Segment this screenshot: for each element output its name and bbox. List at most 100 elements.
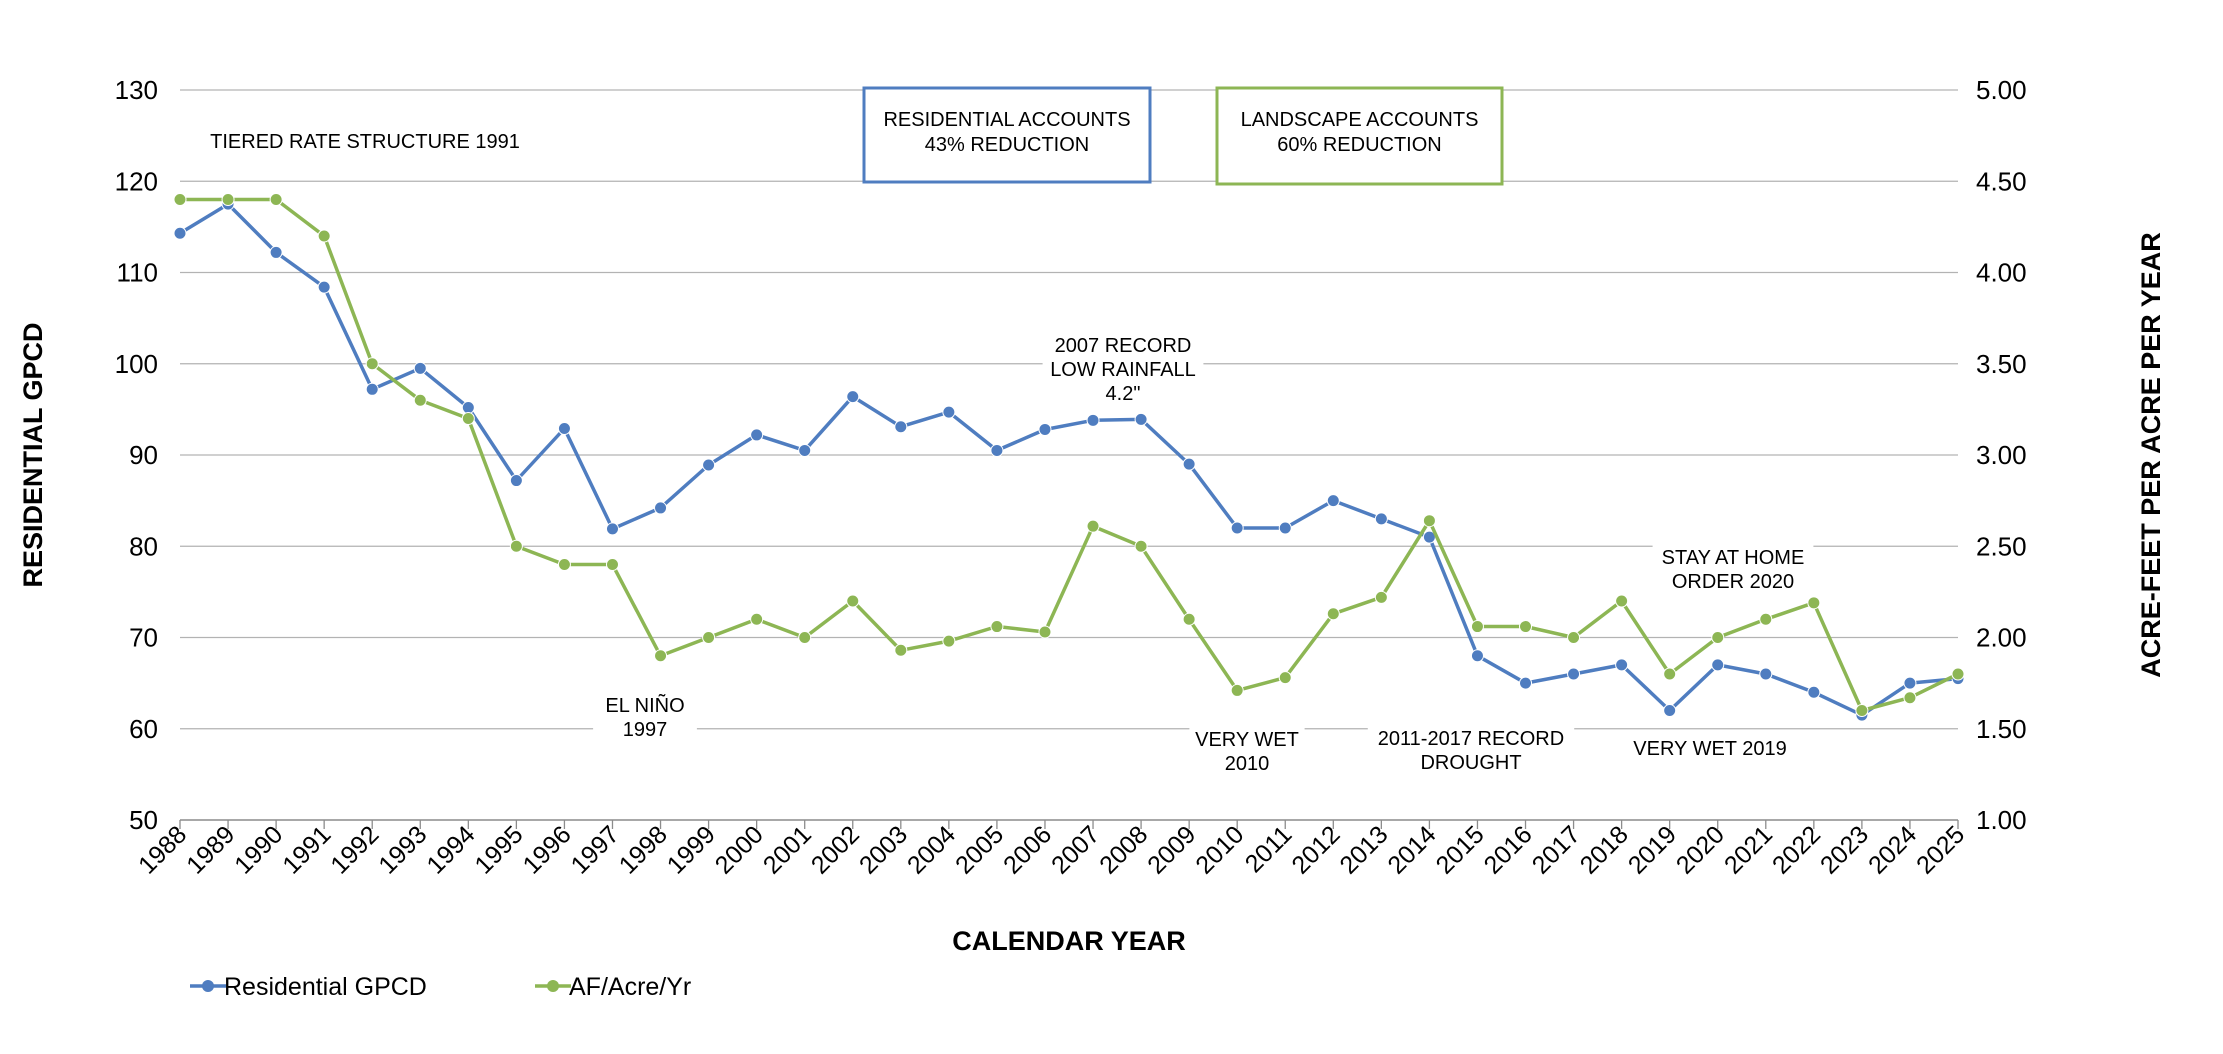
- data-point-af-acre-yr: [1278, 671, 1292, 685]
- x-tick-label: 2013: [1334, 820, 1393, 879]
- y2-tick-label: 1.00: [1976, 805, 2027, 835]
- data-point-residential-gpcd: [654, 501, 668, 515]
- x-tick-label: 2004: [902, 820, 961, 879]
- data-point-af-acre-yr: [1374, 590, 1388, 604]
- x-tick-label: 1999: [662, 820, 721, 879]
- series-line-af-acre-yr: [180, 197, 1959, 713]
- x-tick-label: 1991: [277, 820, 336, 879]
- x-tick-label: 2020: [1671, 820, 1730, 879]
- data-point-af-acre-yr: [1951, 667, 1965, 681]
- annotation-background: [1652, 542, 1814, 598]
- callout-landscape: 60% REDUCTION: [1277, 134, 1441, 156]
- y2-tick-label: 2.00: [1976, 623, 2027, 653]
- data-point-residential-gpcd: [1519, 676, 1533, 690]
- y-tick-label: 130: [115, 75, 158, 105]
- annotation-rainfall2007: LOW RAINFALL: [1050, 359, 1196, 381]
- x-tick-label: 2021: [1719, 820, 1778, 879]
- data-point-residential-gpcd: [1182, 457, 1196, 471]
- x-tick-label: 1997: [566, 820, 625, 879]
- data-point-af-acre-yr: [750, 612, 764, 626]
- data-point-af-acre-yr: [1663, 667, 1677, 681]
- data-point-residential-gpcd: [1230, 521, 1244, 535]
- data-point-af-acre-yr: [894, 643, 908, 657]
- axes: [179, 819, 1959, 829]
- annotation-background: [1189, 724, 1305, 780]
- annotation-background: [1042, 330, 1204, 410]
- callout-landscape: LANDSCAPE ACCOUNTS: [1241, 109, 1479, 131]
- data-point-residential-gpcd: [1470, 649, 1484, 663]
- y-tick-label: 60: [129, 714, 158, 744]
- data-point-residential-gpcd: [1759, 667, 1773, 681]
- x-tick-label: 2010: [1190, 820, 1249, 879]
- data-point-residential-gpcd: [846, 390, 860, 404]
- callout-residential: 43% REDUCTION: [925, 134, 1089, 156]
- data-point-residential-gpcd: [557, 422, 571, 436]
- y-tick-label: 80: [129, 531, 158, 561]
- y-tick-label: 120: [115, 166, 158, 196]
- data-point-af-acre-yr: [1086, 519, 1100, 533]
- data-point-af-acre-yr: [221, 193, 235, 206]
- y-tick-label: 50: [129, 805, 158, 835]
- data-point-af-acre-yr: [1470, 620, 1484, 634]
- data-point-af-acre-yr: [557, 558, 571, 571]
- data-point-af-acre-yr: [317, 229, 331, 243]
- data-point-af-acre-yr: [1759, 612, 1773, 626]
- x-tick-label: 2003: [854, 820, 913, 879]
- data-point-residential-gpcd: [1807, 685, 1821, 699]
- data-point-residential-gpcd: [990, 443, 1004, 457]
- x-tick-label: 2015: [1431, 820, 1490, 879]
- y-axis-title: RESIDENTIAL GPCD: [18, 322, 48, 587]
- x-tick-label: 1998: [614, 820, 673, 879]
- data-point-af-acre-yr: [1038, 625, 1052, 639]
- data-point-af-acre-yr: [1230, 683, 1244, 697]
- legend-marker-residential-gpcd: [202, 980, 214, 992]
- series-line-residential-gpcd: [179, 202, 1959, 717]
- x-tick-label: 2018: [1575, 820, 1634, 879]
- data-point-af-acre-yr: [1711, 631, 1725, 644]
- data-point-af-acre-yr: [990, 620, 1004, 634]
- data-point-residential-gpcd: [1374, 512, 1388, 526]
- y-tick-label: 100: [115, 349, 158, 379]
- x-tick-label: 2011: [1240, 820, 1298, 878]
- series-lines: [173, 193, 1965, 722]
- data-point-residential-gpcd: [1903, 676, 1917, 690]
- x-axis-title: CALENDAR YEAR: [952, 926, 1186, 956]
- y2-tick-label: 4.00: [1976, 258, 2027, 288]
- x-tick-label: 2012: [1286, 820, 1345, 879]
- data-point-residential-gpcd: [1711, 658, 1725, 672]
- x-tick-label: 2009: [1142, 820, 1201, 879]
- legend-item-af-acre-yr: AF/Acre/Yr: [535, 973, 691, 1001]
- annotation-background: [593, 690, 697, 746]
- y2-tick-label: 3.00: [1976, 440, 2027, 470]
- y-tick-label: 110: [117, 258, 158, 288]
- data-point-residential-gpcd: [702, 458, 716, 472]
- data-point-residential-gpcd: [461, 401, 475, 415]
- data-point-residential-gpcd: [894, 420, 908, 434]
- data-point-af-acre-yr: [173, 193, 187, 206]
- y2-axis-title: ACRE-FEET PER ACRE PER YEAR: [2136, 232, 2166, 678]
- x-tick-label: 2000: [710, 820, 769, 879]
- x-tick-label: 1994: [421, 820, 480, 879]
- data-point-residential-gpcd: [1038, 422, 1052, 436]
- note-backgrounds: [204, 86, 1814, 780]
- data-point-af-acre-yr: [1807, 596, 1821, 610]
- data-point-af-acre-yr: [1134, 539, 1148, 553]
- x-tick-label: 2014: [1383, 820, 1442, 879]
- x-tick-label: 1989: [181, 820, 240, 879]
- callout-box-landscape: [1215, 86, 1504, 186]
- x-tick-label: 2002: [806, 820, 865, 879]
- data-point-residential-gpcd: [509, 474, 523, 488]
- annotation-background: [204, 126, 526, 158]
- x-tick-label: 1990: [229, 820, 288, 879]
- data-point-af-acre-yr: [1567, 631, 1581, 644]
- annotation-rainfall2007: 4.2": [1106, 383, 1141, 405]
- data-point-residential-gpcd: [1663, 704, 1677, 717]
- annotation-stayathome: ORDER 2020: [1672, 571, 1794, 593]
- x-tick-label: 1993: [373, 820, 432, 879]
- x-tick-label: 1992: [325, 820, 384, 879]
- data-point-residential-gpcd: [798, 443, 812, 457]
- annotation-verywet2019: VERY WET 2019: [1633, 738, 1786, 760]
- data-point-residential-gpcd: [173, 226, 187, 240]
- x-tick-label: 2017: [1527, 820, 1586, 879]
- annotation-background: [1367, 723, 1575, 779]
